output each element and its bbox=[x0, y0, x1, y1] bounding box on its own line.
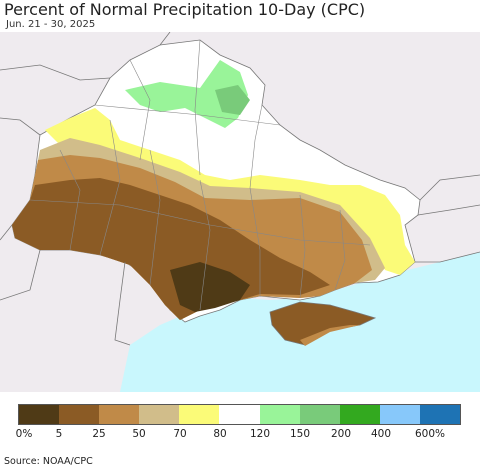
green-patch-north bbox=[125, 60, 248, 128]
map-title: Percent of Normal Precipitation 10-Day (… bbox=[4, 0, 366, 19]
legend-bin bbox=[219, 405, 260, 424]
legend-bin bbox=[299, 405, 340, 424]
darkest-region bbox=[170, 262, 250, 312]
legend-tick: 150 bbox=[289, 428, 311, 440]
legend-tick: 400 bbox=[370, 428, 392, 440]
region-borders bbox=[29, 39, 371, 311]
legend-tick: 50 bbox=[132, 428, 146, 440]
yellow-band bbox=[45, 108, 415, 275]
legend-tick: 5 bbox=[55, 428, 63, 440]
legend-bin bbox=[99, 405, 140, 424]
legend-tick: 200 bbox=[330, 428, 352, 440]
legend-ticks: 0% 5 25 50 70 80 120 150 200 400 600% bbox=[0, 428, 480, 442]
date-range: Jun. 21 - 30, 2025 bbox=[6, 19, 96, 30]
country-borders bbox=[0, 32, 480, 346]
legend-tick: 0% bbox=[15, 428, 33, 440]
legend-tick: 80 bbox=[213, 428, 227, 440]
legend-tick: 70 bbox=[173, 428, 187, 440]
legend-bin bbox=[19, 405, 60, 424]
color-legend bbox=[18, 404, 461, 425]
legend-bin bbox=[179, 405, 220, 424]
legend-bin bbox=[139, 405, 180, 424]
legend-bin bbox=[59, 405, 100, 424]
legend-bin bbox=[259, 405, 300, 424]
crimea-south-coast bbox=[300, 325, 360, 346]
darker-green-patch bbox=[215, 85, 250, 115]
precipitation-map bbox=[0, 32, 480, 392]
legend-bin bbox=[379, 405, 420, 424]
legend-tick: 120 bbox=[249, 428, 271, 440]
legend-tick: 25 bbox=[92, 428, 106, 440]
legend-tick: 600% bbox=[414, 428, 446, 440]
dark-brown-region bbox=[12, 178, 330, 320]
source-credit: Source: NOAA/CPC bbox=[4, 456, 93, 467]
legend-bin bbox=[339, 405, 380, 424]
legend-bin bbox=[419, 405, 461, 424]
